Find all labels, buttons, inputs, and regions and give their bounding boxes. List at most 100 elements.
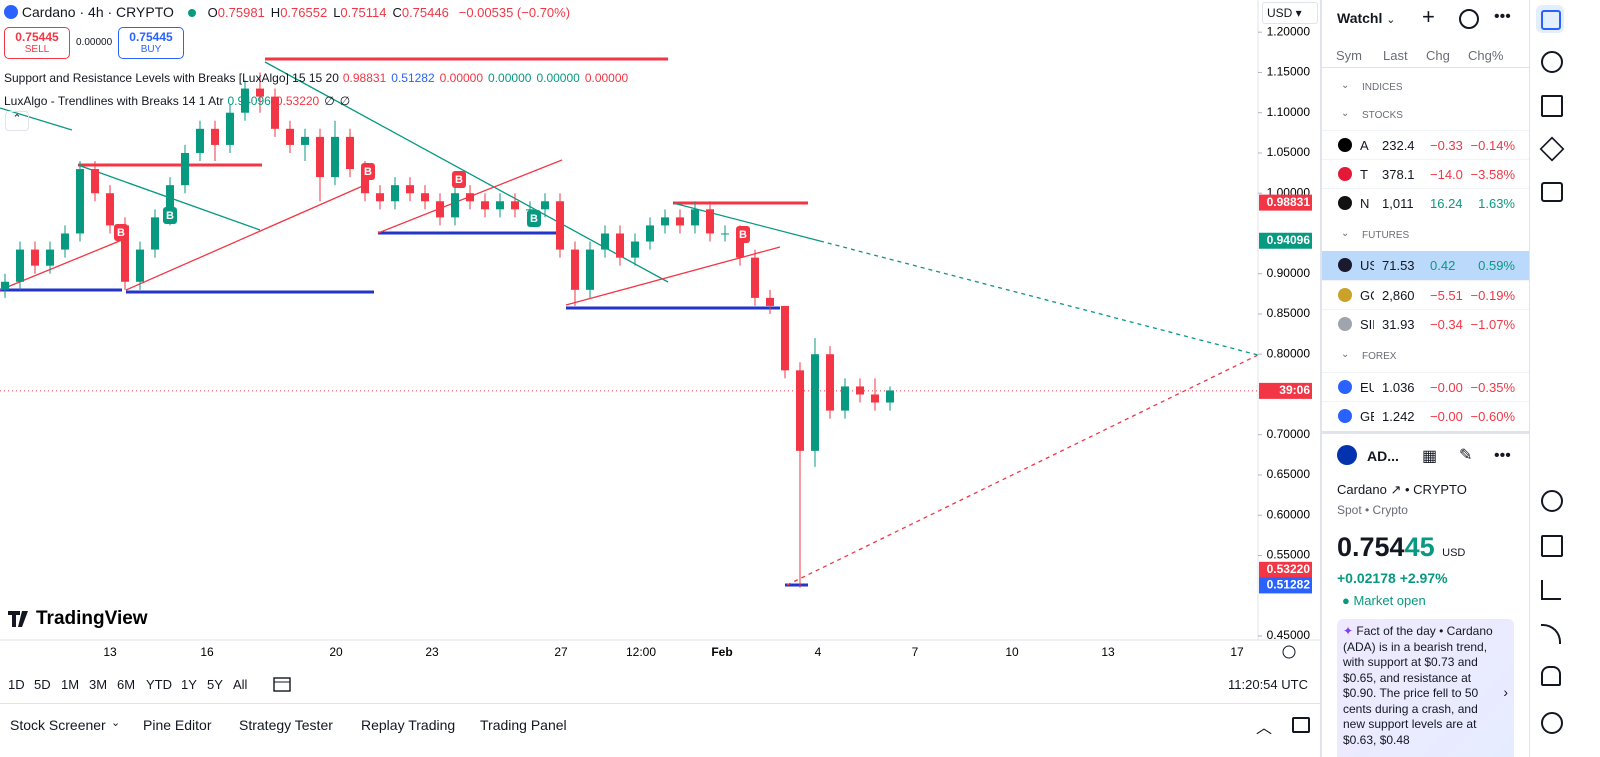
row-last: 1,011: [1382, 196, 1414, 211]
column-header: Chg: [1426, 48, 1450, 63]
candle-body: [226, 112, 234, 145]
candle-body: [346, 136, 354, 170]
x-tick-label: 10: [1005, 645, 1019, 659]
indicator-value: 0.00000: [488, 71, 532, 85]
candle-body: [541, 201, 549, 210]
watchlist-title[interactable]: Watchl ⌄: [1337, 10, 1396, 26]
price-tag: [1259, 232, 1312, 249]
add-icon[interactable]: +: [1422, 4, 1435, 29]
candle-body: [886, 390, 894, 403]
candle-body: [481, 201, 489, 210]
price-tag: [1259, 561, 1312, 578]
currency[interactable]: USD ▾: [1262, 2, 1318, 24]
chart-icon[interactable]: [1459, 9, 1479, 29]
detail-name: Cardano: [1337, 482, 1387, 497]
break-marker-label: B: [455, 174, 463, 186]
watchlist-row[interactable]: EU 1.036 −0.00 −0.35%: [1322, 372, 1529, 402]
watchlist-row[interactable]: A 232.4 −0.33 −0.14%: [1322, 130, 1529, 160]
watchlist-row[interactable]: GC 2,860 −5.51 −0.19%: [1322, 280, 1529, 310]
price-tag: [1259, 194, 1312, 211]
indicator-name: Support and Resistance Levels with Break…: [4, 71, 339, 85]
y-tick-label: 0.45000: [1267, 628, 1311, 642]
chart-tool-icon[interactable]: [1541, 580, 1561, 600]
period-button[interactable]: 5Y: [207, 677, 223, 692]
help-icon[interactable]: [1541, 712, 1563, 734]
edit-icon[interactable]: ✎: [1459, 447, 1473, 464]
ohlc-value: 0.75114: [340, 5, 387, 20]
indicator-value: 0.53220: [275, 94, 320, 108]
bottom-tab[interactable]: Trading Panel: [480, 717, 567, 733]
layers-icon[interactable]: [1539, 136, 1565, 162]
news-icon[interactable]: [1541, 95, 1563, 117]
row-last: 378.1: [1382, 167, 1415, 182]
status-dot: [187, 9, 196, 17]
period-button[interactable]: 3M: [89, 677, 108, 692]
market-status: ● Market open: [1342, 593, 1426, 608]
section-title: STOCKS: [1362, 110, 1403, 121]
period-button[interactable]: 1D: [8, 677, 25, 692]
row-chg-pct: −1.07%: [1470, 317, 1515, 332]
bottom-tab[interactable]: Replay Trading: [361, 717, 456, 733]
header: Cardano · 4h · CRYPTO O0.75981 H0.76552 L0…: [4, 4, 570, 20]
buy-button[interactable]: 0.75445 BUY: [118, 27, 184, 59]
candle-body: [316, 136, 324, 178]
watchlist-row[interactable]: T 378.1 −14.0 −3.58%: [1322, 159, 1529, 189]
bottom-tab[interactable]: Stock Screener: [10, 717, 106, 733]
collapse-panel[interactable]: ︿: [1256, 720, 1273, 737]
candle-body: [406, 185, 414, 194]
row-chg: −0.33: [1430, 138, 1463, 153]
fact-card[interactable]: ✦ Fact of the day • Cardano (ADA) is in …: [1337, 619, 1514, 757]
x-tick-label: 17: [1230, 645, 1244, 659]
settings-icon: [1282, 645, 1296, 659]
row-chg-pct: −3.58%: [1470, 167, 1515, 182]
watchlist-row[interactable]: N 1,011 16.24 1.63%: [1322, 188, 1529, 218]
period-button[interactable]: 1Y: [181, 677, 197, 692]
section-title: INDICES: [1362, 82, 1403, 93]
candle-body: [31, 249, 39, 266]
indicator-value: 0.94096: [227, 94, 271, 108]
period-button[interactable]: All: [233, 677, 248, 692]
row-symbol: GC: [1360, 288, 1374, 303]
period-button[interactable]: 6M: [117, 677, 136, 692]
maximize[interactable]: [1292, 717, 1310, 733]
bottom-tab[interactable]: Strategy Tester: [239, 717, 333, 733]
row-chg: 16.24: [1430, 196, 1463, 211]
watermark: TradingView: [36, 608, 148, 629]
stream-icon[interactable]: [1541, 624, 1561, 644]
x-tick-label: 16: [200, 645, 214, 659]
watchlist-row[interactable]: US 71.53 0.42 0.59%: [1322, 251, 1529, 280]
alerts-icon[interactable]: [1541, 51, 1563, 73]
period-button[interactable]: YTD: [146, 677, 172, 692]
row-chg-pct: −0.19%: [1470, 288, 1515, 303]
sell-button[interactable]: 0.75445 SELL: [4, 27, 70, 59]
notify-icon[interactable]: [1541, 666, 1561, 686]
target-icon[interactable]: [1541, 490, 1563, 512]
more-icon[interactable]: •••: [1494, 447, 1511, 464]
indicator-row: Support and Resistance Levels with Break…: [4, 67, 633, 90]
x-tick-label: 12:00: [626, 645, 656, 659]
detail-name-row: Cardano ↗ • CRYPTO: [1337, 482, 1467, 497]
period-button[interactable]: 5D: [34, 677, 51, 692]
watchlist-row[interactable]: GE 1.242 −0.00 −0.60%: [1322, 401, 1529, 431]
bottom-tab[interactable]: Pine Editor: [143, 717, 212, 733]
panel-border: [1320, 0, 1322, 757]
column-header: Sym: [1336, 48, 1362, 63]
indicator-value: 0.00000: [536, 71, 580, 85]
candle-body: [511, 201, 519, 210]
candle-body: [796, 370, 804, 451]
chat-icon[interactable]: [1541, 182, 1563, 202]
grid-icon[interactable]: ▦: [1422, 448, 1438, 465]
more-icon[interactable]: •••: [1494, 8, 1511, 25]
price-tag-label: 0.53220: [1267, 562, 1311, 576]
indicator-row: LuxAlgo - Trendlines with Breaks 14 1 At…: [4, 90, 633, 113]
date-range-icon[interactable]: [272, 674, 292, 694]
price-tag-label: 0.51282: [1267, 578, 1311, 592]
candle-body: [601, 233, 609, 250]
calendar-icon[interactable]: [1541, 535, 1563, 557]
period-button[interactable]: 1M: [61, 677, 80, 692]
watchlist-row[interactable]: SIL 31.93 −0.34 −1.07%: [1322, 309, 1529, 339]
candle-body: [241, 88, 249, 113]
collapse-button[interactable]: ⌃: [5, 111, 29, 131]
symbol-icon: [1338, 380, 1352, 394]
x-tick-label: 20: [329, 645, 343, 659]
